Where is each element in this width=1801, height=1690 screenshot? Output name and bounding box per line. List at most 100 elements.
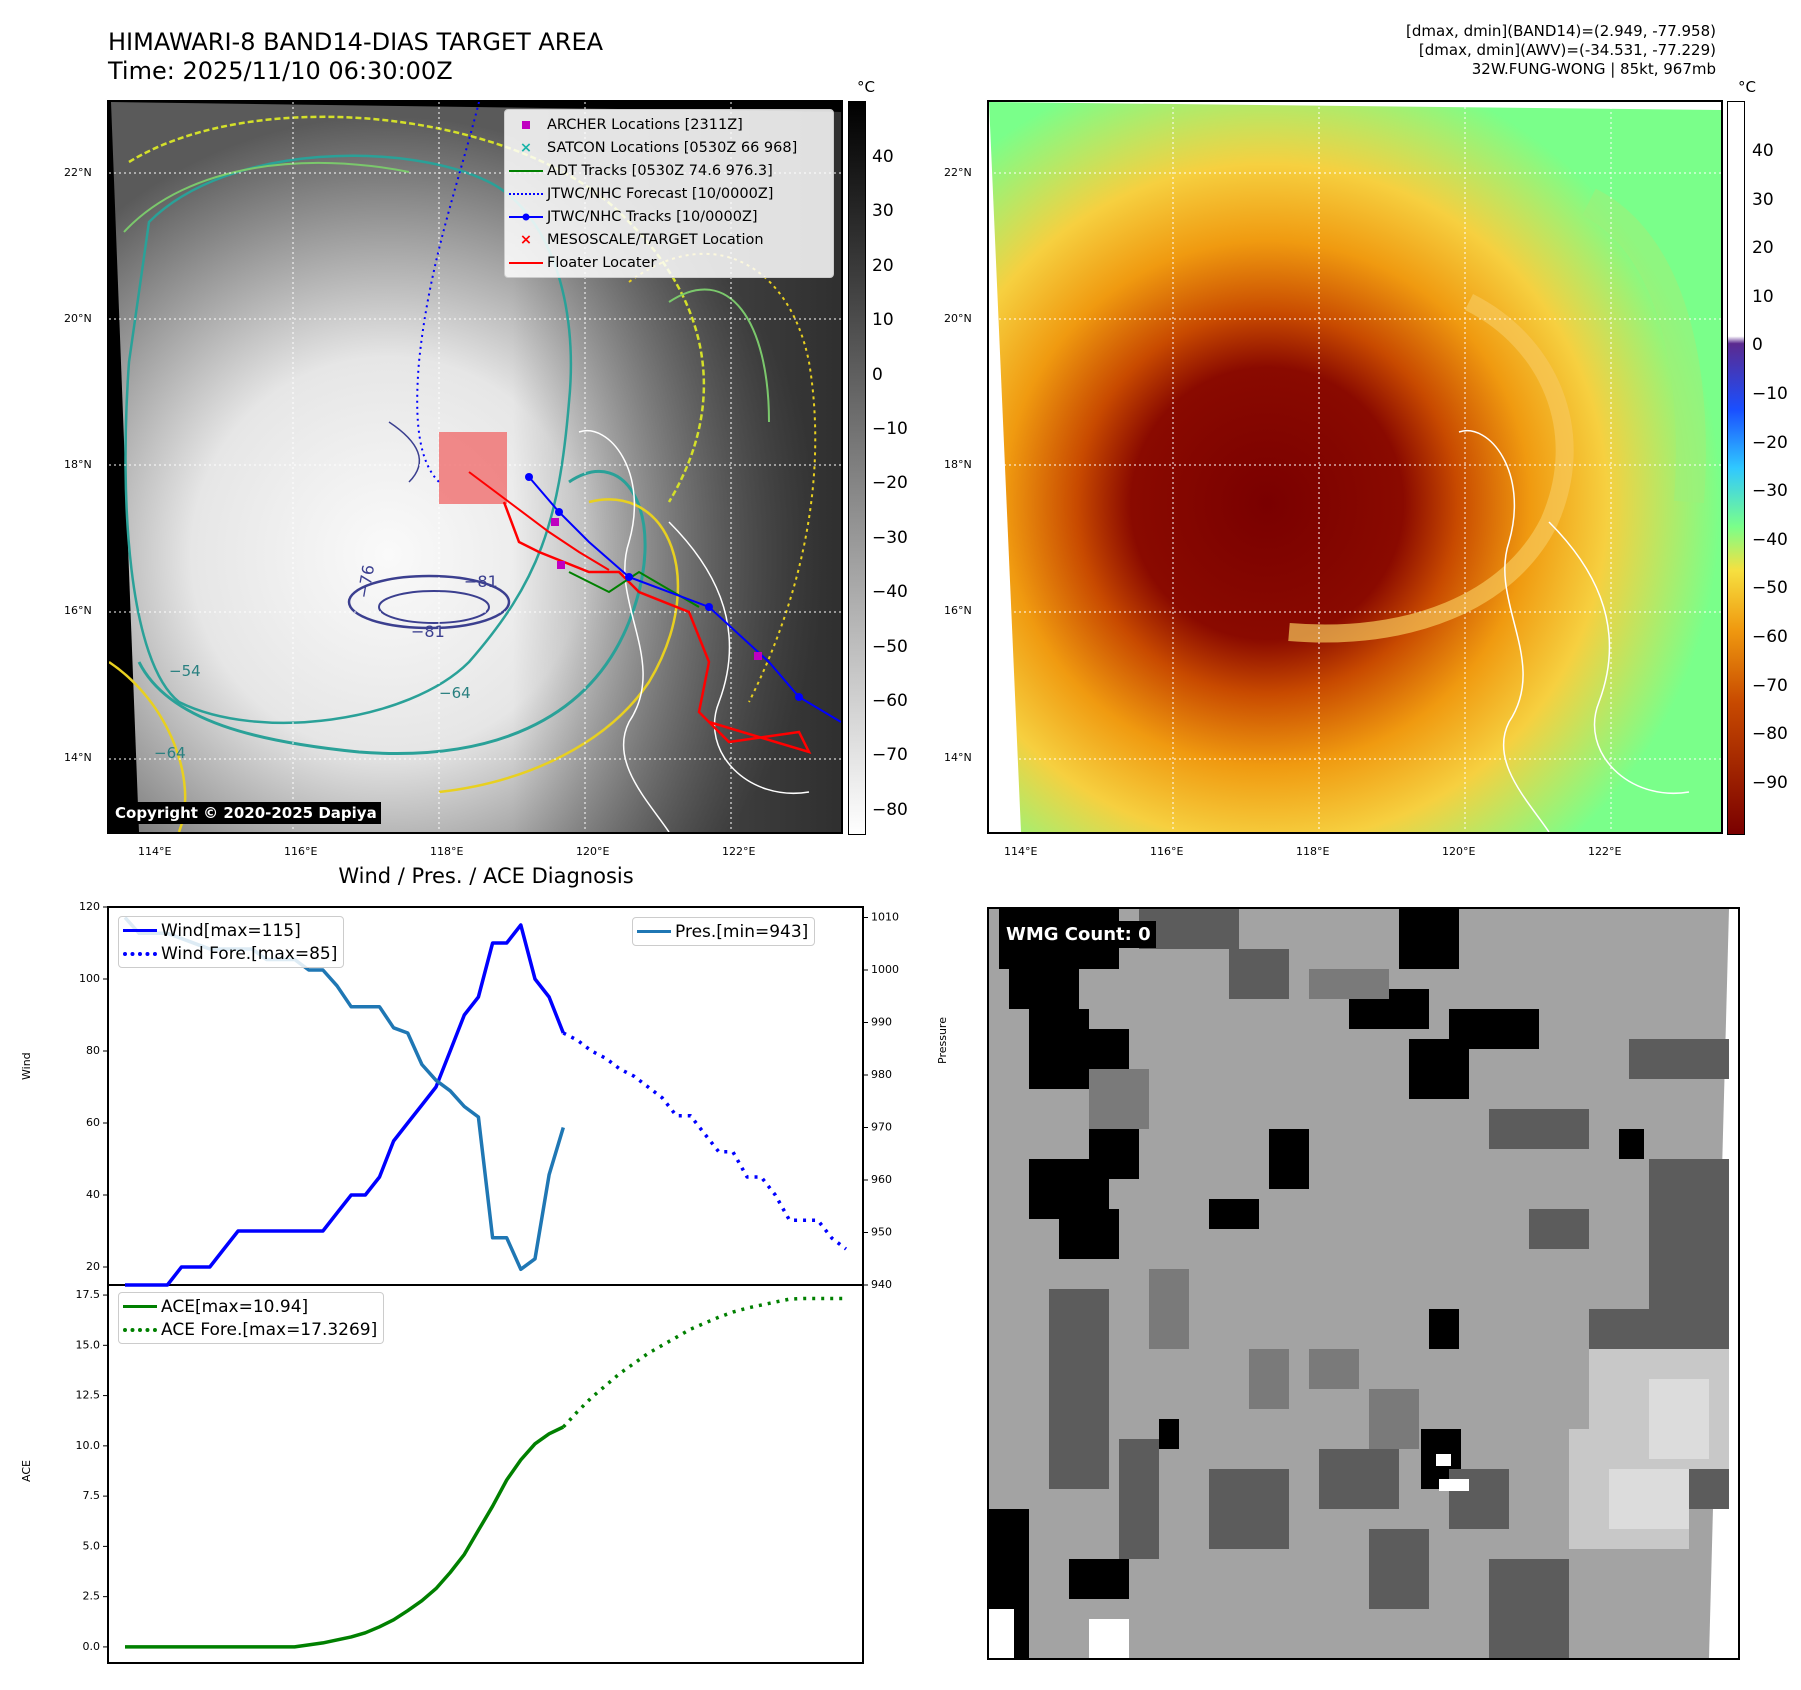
legend-item-wind-forecast: Wind Fore.[max=85]	[119, 942, 337, 965]
ir-map-legend: ARCHER Locations [2311Z] × SATCON Locatio…	[504, 109, 834, 278]
awv-colorbar-tick: −10	[1752, 384, 1788, 404]
wind-ytick-label: 120	[79, 900, 100, 913]
contour-label: −64	[439, 684, 471, 702]
lat-label: 18°N	[944, 458, 972, 471]
lon-label: 120°E	[576, 845, 610, 858]
awv-colorbar	[1727, 101, 1745, 835]
ir-colorbar-tick: −50	[872, 636, 908, 657]
contour-label: −64	[154, 744, 186, 762]
x-marker-icon: ×	[519, 139, 533, 156]
legend-item-jtwc-tracks: JTWC/NHC Tracks [10/0000Z]	[505, 205, 833, 228]
ir-colorbar	[848, 101, 866, 835]
lon-label: 118°E	[430, 845, 464, 858]
awv-colorbar-tick: −30	[1752, 481, 1788, 502]
awv-colorbar-tick: −80	[1752, 724, 1788, 745]
legend-item-wind: Wind[max=115]	[119, 919, 337, 942]
lon-label: 120°E	[1442, 845, 1476, 858]
pressure-ytick-label: 960	[871, 1173, 892, 1186]
line-marker-icon	[509, 261, 543, 264]
info-awv: [dmax, dmin](AWV)=(-34.531, -77.229)	[1418, 41, 1716, 59]
ace-axes-frame	[107, 1284, 864, 1664]
line-marker-icon	[637, 930, 671, 933]
awv-map-image	[989, 102, 1721, 832]
legend-item-mesoscale: × MESOSCALE/TARGET Location	[505, 228, 833, 251]
info-block: [dmax, dmin](BAND14)=(2.949, -77.958) [d…	[1406, 22, 1716, 79]
pressure-ytick-label: 970	[871, 1121, 892, 1134]
ir-colorbar-tick: −80	[872, 799, 908, 820]
lon-label: 122°E	[722, 845, 756, 858]
lon-label: 122°E	[1588, 845, 1622, 858]
legend-item-archer: ARCHER Locations [2311Z]	[505, 113, 833, 136]
lat-label: 14°N	[64, 751, 92, 764]
wind-ytick-label: 60	[86, 1116, 100, 1129]
line-marker-icon	[123, 1305, 157, 1308]
legend-item-jtwc-forecast: JTWC/NHC Forecast [10/0000Z]	[505, 182, 833, 205]
lat-label: 14°N	[944, 751, 972, 764]
series-line	[125, 1425, 565, 1649]
legend-item-floater: Floater Locater	[505, 251, 833, 274]
ir-colorbar-tick: 0	[872, 364, 883, 385]
awv-colorbar-tick: −90	[1752, 772, 1788, 793]
wind-ytick-label: 40	[86, 1188, 100, 1201]
ir-colorbar-tick: 10	[872, 310, 894, 331]
ir-colorbar-unit: °C	[857, 78, 875, 96]
lat-label: 16°N	[64, 604, 92, 617]
ir-colorbar-tick: −20	[872, 473, 908, 494]
contour-label: −54	[169, 662, 201, 680]
lat-label: 16°N	[944, 604, 972, 617]
awv-colorbar-tick: −40	[1752, 529, 1788, 550]
lat-label: 22°N	[64, 166, 92, 179]
pressure-ytick-label: 940	[871, 1278, 892, 1291]
line-marker-icon	[509, 169, 543, 172]
lon-label: 114°E	[1004, 845, 1038, 858]
awv-colorbar-tick: −70	[1752, 675, 1788, 696]
time-label: Time: 2025/11/10 06:30:00Z	[108, 57, 453, 85]
ace-ytick-label: 10.0	[76, 1439, 101, 1452]
pressure-ytick-label: 1010	[871, 911, 899, 924]
ace-legend: ACE[max=10.94] ACE Fore.[max=17.3269]	[118, 1292, 385, 1344]
legend-item-pressure: Pres.[min=943]	[633, 920, 808, 943]
awv-colorbar-unit: °C	[1738, 78, 1756, 96]
ir-map-panel: −76 −81 −81 −64 −54 −64 ARCHER Locations…	[107, 100, 843, 834]
ir-colorbar-tick: −40	[872, 582, 908, 603]
ir-map-image	[109, 102, 841, 832]
ace-ytick-label: 12.5	[76, 1389, 101, 1402]
ir-colorbar-tick: −30	[872, 527, 908, 548]
wmg-image	[989, 909, 1738, 1658]
lon-label: 116°E	[284, 845, 318, 858]
copyright-badge: Copyright © 2020-2025 Dapiya	[111, 802, 381, 824]
ir-colorbar-tick: −10	[872, 419, 908, 439]
ace-ytick-label: 7.5	[83, 1489, 101, 1502]
line-dot-icon	[509, 213, 543, 220]
awv-colorbar-tick: 0	[1752, 335, 1763, 356]
ace-ytick-label: 5.0	[83, 1539, 101, 1552]
contour-label: −81	[464, 572, 498, 591]
pressure-ytick-label: 1000	[871, 963, 899, 976]
series-line	[562, 1031, 848, 1251]
wmg-panel: WMG Count: 0	[987, 907, 1740, 1660]
ace-ytick-label: 0.0	[83, 1640, 101, 1653]
ace-ytick-label: 2.5	[83, 1590, 101, 1603]
ir-colorbar-tick: 30	[872, 201, 894, 222]
x-marker-icon: ×	[519, 231, 533, 248]
lon-label: 118°E	[1296, 845, 1330, 858]
contour-label: −81	[411, 622, 445, 641]
legend-item-adt: ADT Tracks [0530Z 74.6 976.3]	[505, 159, 833, 182]
awv-map-panel	[987, 100, 1723, 834]
wind-legend: Wind[max=115] Wind Fore.[max=85]	[118, 916, 345, 968]
pressure-ytick-label: 980	[871, 1068, 892, 1081]
legend-item-satcon: × SATCON Locations [0530Z 66 968]	[505, 136, 833, 159]
wind-ytick-label: 80	[86, 1044, 100, 1057]
awv-colorbar-tick: −20	[1752, 432, 1788, 453]
series-line	[562, 1296, 846, 1429]
lon-label: 114°E	[138, 845, 172, 858]
ir-colorbar-tick: −70	[872, 745, 908, 766]
ir-colorbar-tick: 40	[872, 147, 894, 167]
square-marker-icon	[522, 120, 530, 129]
line-marker-icon	[123, 929, 157, 932]
dotted-line-icon	[509, 192, 543, 195]
lon-label: 116°E	[1150, 845, 1184, 858]
awv-colorbar-tick: −50	[1752, 578, 1788, 599]
ir-colorbar-tick: −60	[872, 691, 908, 711]
